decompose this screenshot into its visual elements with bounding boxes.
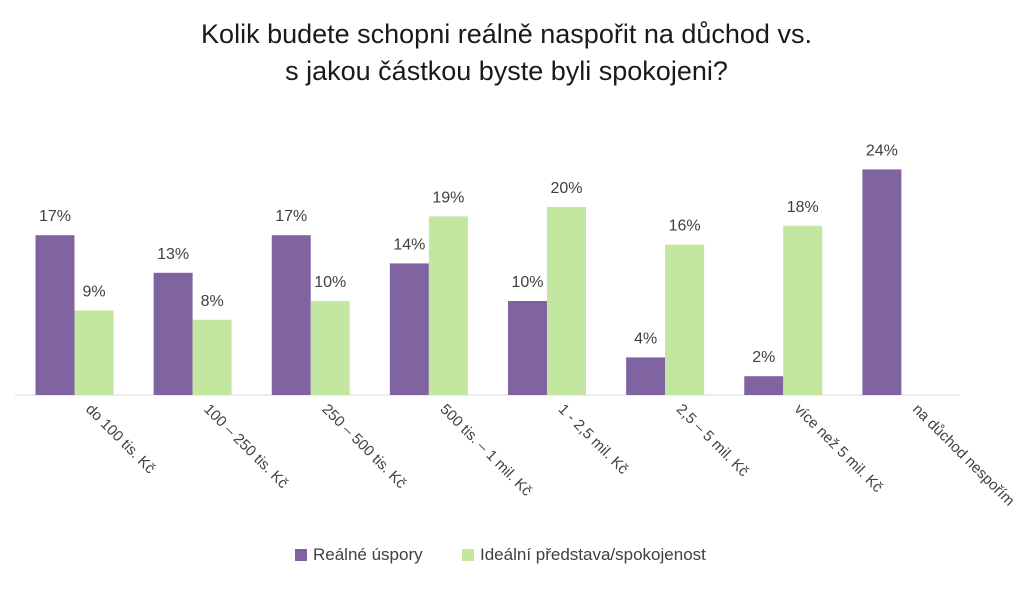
x-tick-label-1: do 100 tis. Kč	[82, 401, 159, 478]
data-label-series-1-5: 10%	[511, 274, 543, 291]
x-tick-label-8: na důchod nespořím	[909, 401, 1018, 510]
legend-label-2: Ideální představa/spokojenost	[480, 545, 706, 564]
data-label-series-2-4: 19%	[432, 189, 464, 206]
bar-series-1-8	[862, 169, 902, 395]
data-label-series-2-6: 16%	[669, 218, 701, 235]
bar-series-1-2	[153, 272, 193, 395]
data-label-series-1-3: 17%	[275, 208, 307, 225]
data-label-series-1-1: 17%	[39, 208, 71, 225]
bar-series-2-7	[783, 225, 823, 395]
bar-series-2-3	[310, 301, 350, 395]
data-label-series-1-6: 4%	[634, 330, 657, 347]
bar-series-1-1	[35, 235, 75, 395]
data-label-series-1-2: 13%	[157, 246, 189, 263]
data-label-series-2-2: 8%	[201, 293, 224, 310]
x-tick-label-4: 500 tis. – 1 mil. Kč	[437, 401, 536, 500]
x-tick-label-2: 100 – 250 tis. Kč	[200, 401, 291, 492]
x-tick-label-3: 250 – 500 tis. Kč	[318, 401, 409, 492]
bar-series-2-1	[74, 310, 114, 395]
bar-series-2-6	[665, 244, 705, 395]
chart-title-line-2: s jakou částkou byste byli spokojeni?	[285, 56, 728, 86]
data-label-series-1-7: 2%	[752, 349, 775, 366]
bar-series-1-7	[744, 376, 784, 395]
legend-swatch-1	[295, 549, 307, 561]
legend-swatch-2	[462, 549, 474, 561]
bar-series-2-4	[428, 216, 468, 395]
bar-series-2-5	[547, 207, 586, 395]
data-label-series-2-5: 20%	[550, 180, 582, 197]
bar-series-1-5	[508, 301, 547, 395]
bar-series-1-4	[389, 263, 429, 395]
data-label-series-1-8: 24%	[866, 142, 898, 159]
x-tick-label-6: 2,5 – 5 mil. Kč	[673, 401, 753, 481]
data-label-series-2-1: 9%	[82, 283, 105, 300]
bar-series-2-2	[192, 319, 232, 395]
chart-title: Kolik budete schopni reálně naspořit na …	[0, 16, 1013, 90]
data-label-series-2-3: 10%	[314, 274, 346, 291]
legend-label-1: Reálné úspory	[313, 545, 423, 564]
data-label-series-2-7: 18%	[787, 199, 819, 216]
x-tick-label-7: více než 5 mil. Kč	[791, 401, 886, 496]
bar-series-1-3	[271, 235, 311, 395]
x-tick-label-5: 1 - 2,5 mil. Kč	[555, 401, 632, 478]
chart-title-line-1: Kolik budete schopni reálně naspořit na …	[201, 19, 812, 49]
data-label-series-1-4: 14%	[393, 236, 425, 253]
bar-series-1-6	[626, 357, 666, 395]
